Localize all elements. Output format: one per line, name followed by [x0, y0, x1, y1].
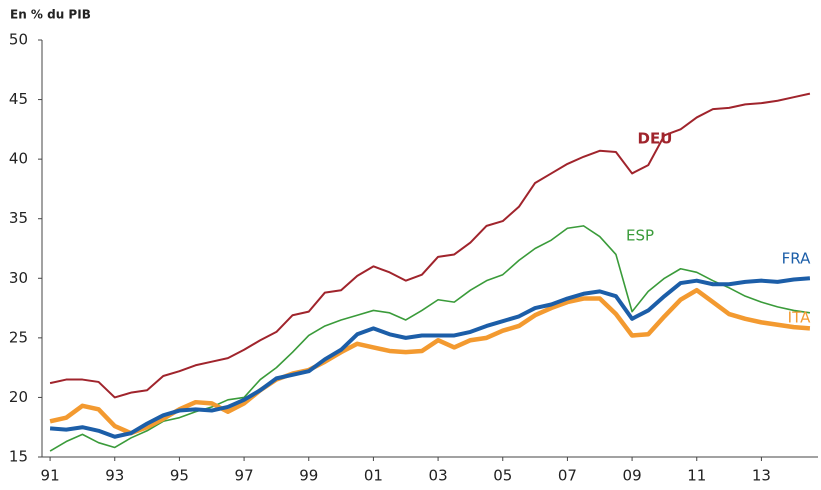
x-tick-label: 93	[105, 467, 124, 485]
y-tick-label: 35	[9, 209, 28, 227]
x-tick-label: 11	[687, 467, 706, 485]
y-tick-label: 30	[9, 269, 28, 287]
y-tick-label: 45	[9, 90, 28, 108]
series-line	[49, 92, 811, 399]
series-label: DEU	[638, 130, 673, 148]
y-tick-label: 50	[9, 31, 28, 49]
y-tick-label: 25	[9, 328, 28, 346]
x-tick-label: 07	[558, 467, 577, 485]
x-tick-label: 03	[429, 467, 448, 485]
x-tick-label: 97	[235, 467, 254, 485]
y-tick-label: 20	[9, 388, 28, 406]
y-tick-label: 40	[9, 150, 28, 168]
y-tick-label: 15	[9, 448, 28, 466]
series-label: ITA	[788, 309, 811, 327]
series-line	[49, 287, 811, 436]
x-tick-label: 95	[170, 467, 189, 485]
x-tick-label: 91	[41, 467, 60, 485]
x-tick-label: 13	[752, 467, 771, 485]
x-tick-label: 01	[364, 467, 383, 485]
x-tick-label: 09	[623, 467, 642, 485]
x-tick-label: 99	[299, 467, 318, 485]
series-label: FRA	[782, 250, 811, 268]
series-line	[49, 225, 811, 452]
series-label: ESP	[626, 227, 654, 245]
x-tick-label: 05	[493, 467, 512, 485]
series-line	[49, 276, 811, 439]
y-axis-label: En % du PIB	[10, 8, 91, 22]
